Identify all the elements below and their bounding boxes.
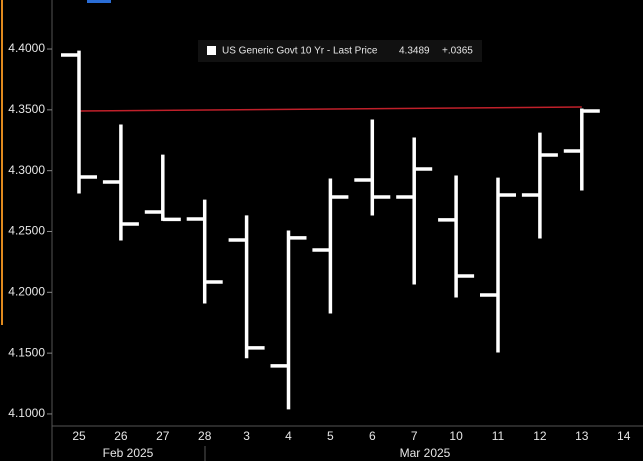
month-label: Feb 2025 [103, 446, 154, 460]
legend-last-price: 4.3489 [399, 46, 430, 57]
reference-line [78, 106, 582, 112]
x-tick-label: 26 [114, 429, 128, 443]
x-tick-label: 25 [72, 429, 86, 443]
x-tick-label: 27 [156, 429, 170, 443]
legend-swatch [207, 46, 216, 55]
month-label: Mar 2025 [400, 446, 451, 460]
x-tick-label: 14 [617, 429, 631, 443]
y-tick-label: 4.2000 [8, 284, 45, 298]
y-tick-label: 4.1000 [8, 406, 45, 420]
top-tab [87, 0, 111, 3]
y-tick-label: 4.1500 [8, 345, 45, 359]
x-tick-label: 28 [198, 429, 212, 443]
x-tick-label: 10 [449, 429, 463, 443]
legend-box [198, 40, 482, 62]
y-tick-label: 4.3000 [8, 163, 45, 177]
legend-change: +.0365 [442, 46, 473, 57]
y-tick-label: 4.3500 [8, 102, 45, 116]
x-tick-label: 12 [533, 429, 547, 443]
x-tick-label: 11 [492, 429, 505, 443]
legend: US Generic Govt 10 Yr - Last Price 4.348… [198, 40, 482, 62]
x-tick-label: 3 [243, 429, 250, 443]
y-tick-label: 4.2500 [8, 224, 45, 238]
x-tick-label: 7 [411, 429, 418, 443]
legend-label: US Generic Govt 10 Yr - Last Price [222, 46, 378, 57]
x-tick-label: 4 [285, 429, 292, 443]
x-tick-label: 13 [575, 429, 589, 443]
y-tick-label: 4.4000 [8, 41, 45, 55]
x-tick-label: 5 [327, 429, 334, 443]
x-tick-label: 6 [369, 429, 376, 443]
